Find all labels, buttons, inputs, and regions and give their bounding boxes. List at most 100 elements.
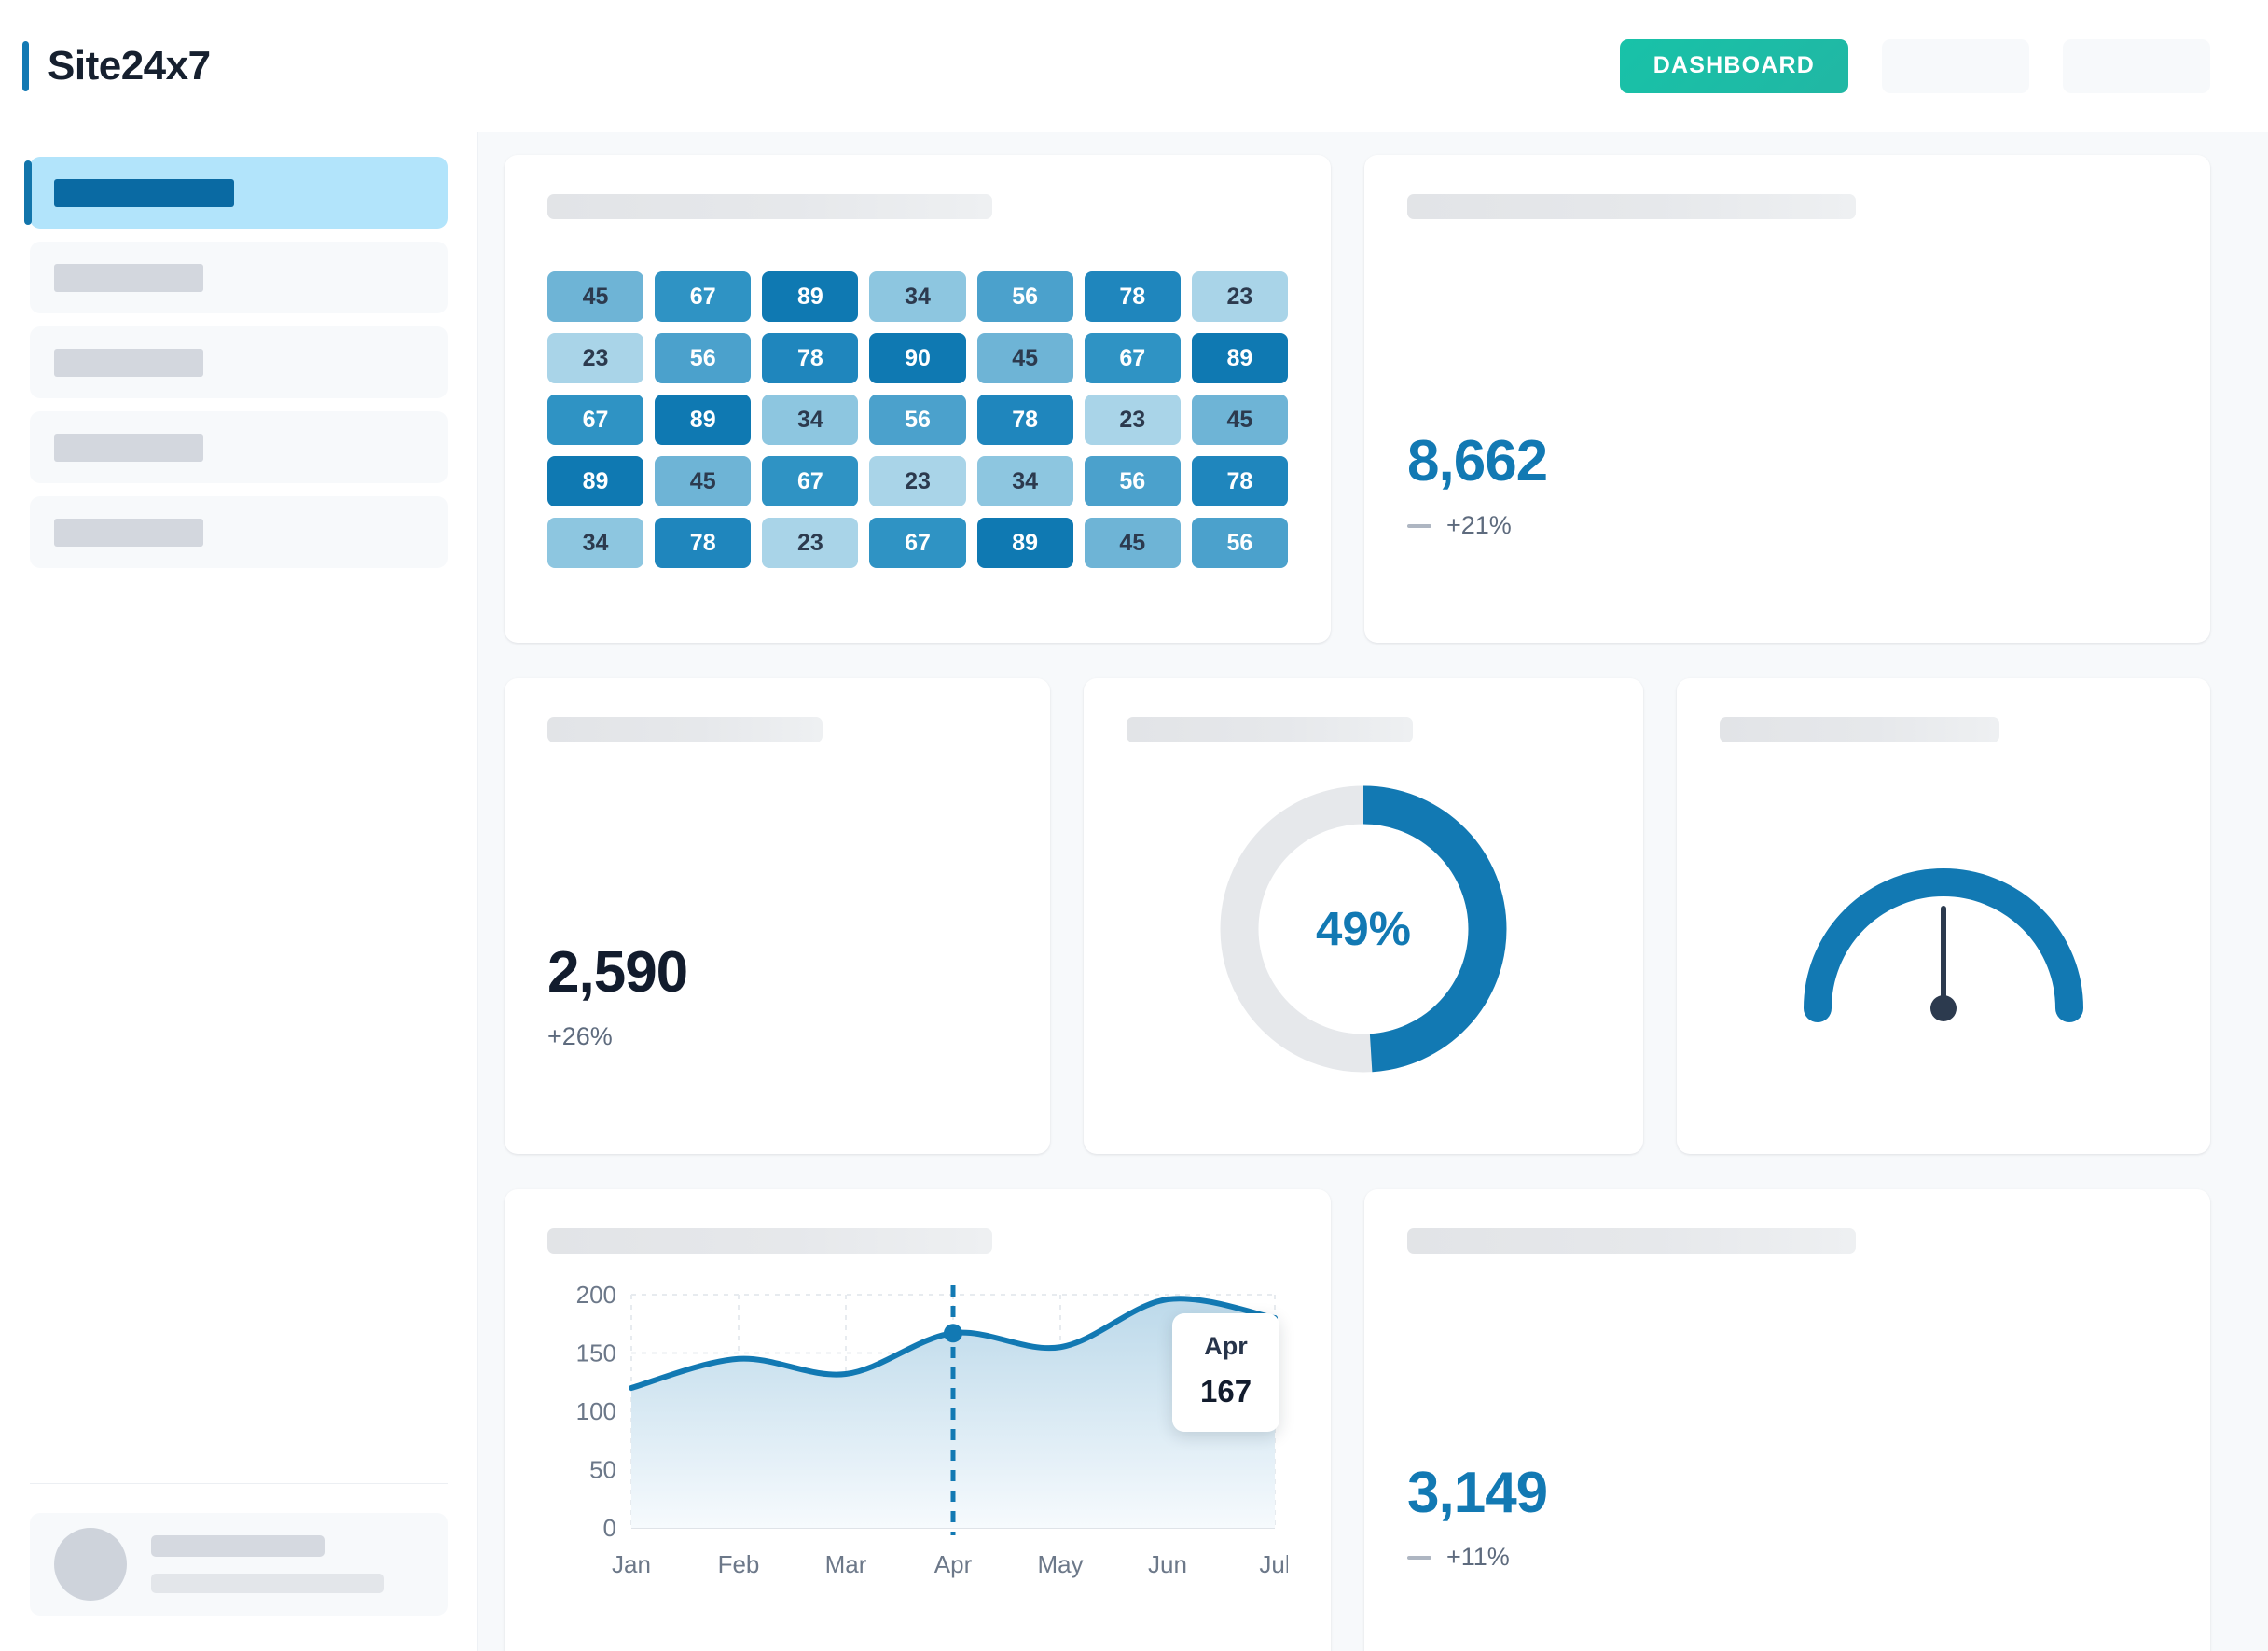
heatmap-cell[interactable]: 89 [762,271,859,322]
highlight-marker [944,1324,962,1343]
heatmap-cell[interactable]: 56 [1084,456,1181,506]
heatmap-cell[interactable]: 34 [762,395,859,445]
heatmap-cell[interactable]: 67 [655,271,752,322]
heatmap-cell[interactable]: 89 [1191,333,1288,383]
heatmap-cell[interactable]: 23 [762,518,859,568]
heatmap-cell[interactable]: 89 [655,395,752,445]
area-chart-card: 0 50 100 150 200 Jan Feb Mar Apr May Jun Jul Apr 1… [505,1189,1331,1651]
heatmap-cell[interactable]: 34 [547,518,644,568]
heatmap-cell[interactable]: 56 [655,333,752,383]
heatmap-cell[interactable]: 78 [976,395,1073,445]
header-placeholder-button-1[interactable] [1882,38,2029,93]
donut-center-label: 49% [1315,902,1412,955]
heatmap-cell[interactable]: 56 [869,395,966,445]
card-title-skeleton [1720,717,1999,742]
gauge-chart [1720,742,2167,1115]
gauge-arc [1804,867,2083,1022]
app-shell: 45 67 89 34 56 78 23 23 56 78 90 45 67 89 67 89 34 56 78 23… [0,132,2268,1651]
brand-accent-bar [22,40,29,91]
avatar [54,1528,127,1601]
header-placeholder-button-2[interactable] [2063,38,2210,93]
heatmap-cell[interactable]: 45 [1084,518,1181,568]
heatmap-cell[interactable]: 89 [976,518,1073,568]
x-tick-label: May [1037,1550,1083,1578]
heatmap-cell[interactable]: 34 [976,456,1073,506]
stat-delta: +26% [547,1022,1007,1051]
profile-name-skeleton [151,1535,325,1557]
dashboard-button[interactable]: DASHBOARD [1619,38,1848,93]
sidebar-item-label-skeleton [54,433,203,462]
heatmap-cell[interactable]: 56 [976,271,1073,322]
y-axis-ticks: 0 50 100 150 200 [576,1281,616,1542]
card-title-skeleton [1127,717,1413,742]
heatmap-card: 45 67 89 34 56 78 23 23 56 78 90 45 67 89 67 89 34 56 78 23… [505,155,1331,643]
x-tick-label: Jun [1148,1550,1187,1578]
dash-icon [1407,1555,1431,1560]
stat-body: 3,149 +11% [1407,1254,2167,1635]
stat-value: 2,590 [547,940,688,1005]
heatmap-cell[interactable]: 67 [762,456,859,506]
y-tick-label: 0 [603,1514,616,1542]
chart-tooltip: Apr 167 [1172,1313,1280,1432]
heatmap-cell[interactable]: 23 [1191,271,1288,322]
stat-value: 3,149 [1407,1461,1548,1525]
heatmap-cell[interactable]: 45 [976,333,1073,383]
sidebar-item-1-active[interactable] [24,157,448,229]
heatmap-cell[interactable]: 45 [655,456,752,506]
brand: Site24x7 [0,40,211,91]
heatmap-cell[interactable]: 23 [869,456,966,506]
heatmap-cell[interactable]: 23 [547,333,644,383]
x-tick-label: Jul [1259,1550,1288,1578]
tooltip-value: 167 [1200,1374,1252,1408]
dashboard-row-2: 2,590 +26% 49% [505,678,2210,1154]
dashboard-row-1: 45 67 89 34 56 78 23 23 56 78 90 45 67 89 67 89 34 56 78 23… [505,155,2210,643]
heatmap-cell[interactable]: 78 [762,333,859,383]
sidebar-spacer [30,568,448,1483]
heatmap-cell[interactable]: 78 [655,518,752,568]
sidebar-item-label-skeleton [54,518,203,547]
gauge-card [1677,678,2210,1154]
dashboard-row-3: 0 50 100 150 200 Jan Feb Mar Apr May Jun Jul Apr 1… [505,1189,2210,1651]
profile-text-skeletons [151,1535,423,1593]
x-tick-label: Jan [612,1550,651,1578]
area-chart: 0 50 100 150 200 Jan Feb Mar Apr May Jun Jul Apr 1… [547,1274,1291,1635]
card-title-skeleton [547,1228,992,1254]
heatmap-cell[interactable]: 23 [1084,395,1181,445]
heatmap-cell[interactable]: 45 [547,271,644,322]
profile-subtitle-skeleton [151,1574,384,1593]
x-axis-ticks: Jan Feb Mar Apr May Jun Jul [612,1550,1291,1578]
sidebar [0,132,478,1651]
sidebar-item-label-skeleton [54,178,234,207]
main-content: 45 67 89 34 56 78 23 23 56 78 90 45 67 89 67 89 34 56 78 23… [478,132,2268,1651]
y-tick-label: 50 [589,1456,616,1484]
heatmap-cell[interactable]: 67 [547,395,644,445]
heatmap-cell[interactable]: 90 [869,333,966,383]
heatmap-cell[interactable]: 78 [1084,271,1181,322]
x-tick-label: Apr [934,1550,973,1578]
heatmap-cell[interactable]: 56 [1191,518,1288,568]
stat-primary-card: 8,662 +21% [1364,155,2210,643]
stat-secondary-card: 2,590 +26% [505,678,1050,1154]
y-tick-label: 100 [576,1397,616,1425]
heatmap-cell[interactable]: 67 [869,518,966,568]
heatmap-cell[interactable]: 67 [1084,333,1181,383]
sidebar-item-4[interactable] [30,411,448,483]
heatmap-cell[interactable]: 78 [1191,456,1288,506]
heatmap-cell[interactable]: 89 [547,456,644,506]
heatmap-cell[interactable]: 45 [1191,395,1288,445]
heatmap-grid: 45 67 89 34 56 78 23 23 56 78 90 45 67 89 67 89 34 56 78 23… [547,271,1288,568]
sidebar-item-3[interactable] [30,326,448,398]
sidebar-item-5[interactable] [30,496,448,568]
stat-body: 8,662 +21% [1407,219,2167,604]
user-profile-card[interactable] [30,1513,448,1616]
stat-delta-text: +21% [1446,511,1512,539]
donut-card: 49% [1084,678,1643,1154]
x-tick-label: Feb [718,1550,760,1578]
sidebar-item-2[interactable] [30,242,448,313]
sidebar-divider [30,1483,448,1484]
header-actions: DASHBOARD [1619,38,2210,93]
x-tick-label: Mar [825,1550,867,1578]
heatmap-cell[interactable]: 34 [869,271,966,322]
card-title-skeleton [547,717,823,742]
stat-delta-text: +26% [547,1022,613,1050]
